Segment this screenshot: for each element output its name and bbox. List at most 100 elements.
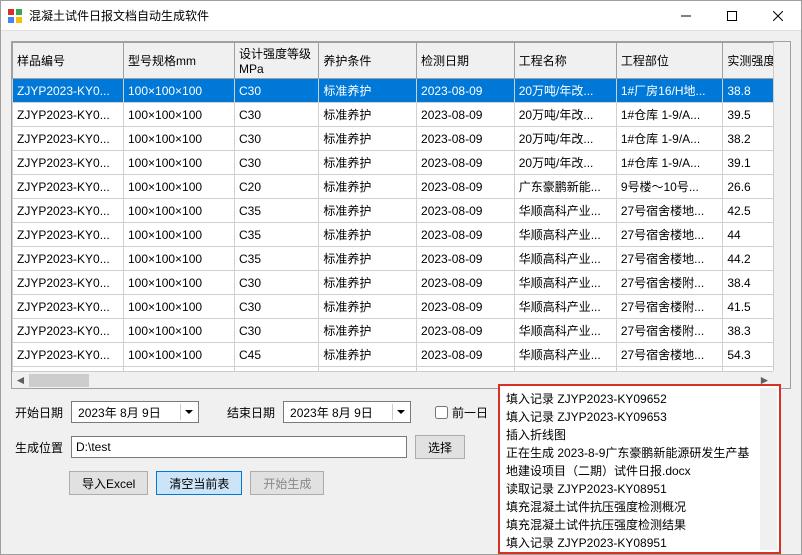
table-cell: 100×100×100 [124,199,235,223]
choose-button[interactable]: 选择 [415,435,465,459]
table-cell: C30 [235,79,319,103]
table-cell: 标准养护 [319,127,417,151]
prev-day-label: 前一日 [452,404,488,421]
import-excel-button[interactable]: 导入Excel [69,471,148,495]
table-cell: 1#仓库 1-9/A... [616,151,723,175]
table-row[interactable]: ZJYP2023-KY0...100×100×100C35标准养护2023-08… [13,199,790,223]
table-cell: 27号宿舍楼地... [616,223,723,247]
log-line: 填入记录 ZJYP2023-KY08951 [506,534,755,552]
table-cell: ZJYP2023-KY0... [13,175,124,199]
table-row[interactable]: ZJYP2023-KY0...100×100×100C30标准养护2023-08… [13,295,790,319]
log-content: 填入记录 ZJYP2023-KY09652填入记录 ZJYP2023-KY096… [506,390,773,554]
column-header[interactable]: 型号规格mm [124,43,235,79]
log-line: 插入折线图 [506,426,755,444]
table-cell: 100×100×100 [124,319,235,343]
gen-location-input[interactable] [71,436,407,458]
table-cell: 100×100×100 [124,223,235,247]
table-cell: 标准养护 [319,151,417,175]
prev-day-checkbox[interactable]: 前一日 [435,404,488,421]
column-header[interactable]: 工程部位 [616,43,723,79]
table-cell: 27号宿舍楼附... [616,295,723,319]
table-cell: 2023-08-09 [417,319,515,343]
vertical-scrollbar[interactable] [773,42,790,371]
table-cell: C30 [235,151,319,175]
table-row[interactable]: ZJYP2023-KY0...100×100×100C30标准养护2023-08… [13,103,790,127]
table-row[interactable]: ZJYP2023-KY0...100×100×100C35标准养护2023-08… [13,223,790,247]
close-button[interactable] [755,1,801,30]
end-date-picker[interactable]: 2023年 8月 9日 [283,401,411,423]
maximize-button[interactable] [709,1,755,30]
content-area: 样品编号型号规格mm设计强度等级MPa养护条件检测日期工程名称工程部位实测强度 … [1,31,801,554]
table-cell: 2023-08-09 [417,271,515,295]
log-line: 读取记录 ZJYP2023-KY08951 [506,480,755,498]
table-cell: 100×100×100 [124,247,235,271]
dropdown-icon[interactable] [180,404,196,420]
log-line: 填充混凝土试件抗压强度检测结果 [506,516,755,534]
table-cell: ZJYP2023-KY0... [13,319,124,343]
table-cell: 华顺高科产业... [514,319,616,343]
table-cell: 标准养护 [319,223,417,247]
end-date-value: 2023年 8月 9日 [290,404,373,421]
column-header[interactable]: 检测日期 [417,43,515,79]
table-row[interactable]: ZJYP2023-KY0...100×100×100C30标准养护2023-08… [13,319,790,343]
table-row[interactable]: ZJYP2023-KY0...100×100×100C20标准养护2023-08… [13,175,790,199]
column-header[interactable]: 养护条件 [319,43,417,79]
table-cell: 100×100×100 [124,343,235,367]
column-header[interactable]: 设计强度等级MPa [235,43,319,79]
table-cell: 华顺高科产业... [514,271,616,295]
table-row[interactable]: ZJYP2023-KY0...100×100×100C45标准养护2023-08… [13,343,790,367]
table-cell: 2023-08-09 [417,223,515,247]
table-cell: 华顺高科产业... [514,199,616,223]
table-row[interactable]: ZJYP2023-KY0...100×100×100C30标准养护2023-08… [13,127,790,151]
table-cell: ZJYP2023-KY0... [13,223,124,247]
app-window: 混凝土试件日报文档自动生成软件 样品编号型号规格mm设计强度等级MPa养护条件检… [0,0,802,555]
table-cell: C30 [235,103,319,127]
table-cell: ZJYP2023-KY0... [13,103,124,127]
column-header[interactable]: 工程名称 [514,43,616,79]
table-cell: 9号楼～10号... [616,175,723,199]
table-cell: 2023-08-09 [417,175,515,199]
scroll-thumb[interactable] [29,374,89,387]
table-cell: C35 [235,223,319,247]
table-row[interactable]: ZJYP2023-KY0...100×100×100C35标准养护2023-08… [13,247,790,271]
start-date-picker[interactable]: 2023年 8月 9日 [71,401,199,423]
dropdown-icon[interactable] [392,404,408,420]
scroll-left-icon[interactable]: ◄ [12,372,29,389]
table-cell: 2023-08-09 [417,343,515,367]
table-cell: 20万吨/年改... [514,127,616,151]
clear-table-button[interactable]: 清空当前表 [156,471,242,495]
start-date-label: 开始日期 [15,404,63,421]
table-cell: 100×100×100 [124,127,235,151]
table-cell: 1#仓库 1-9/A... [616,103,723,127]
table-cell: 2023-08-09 [417,295,515,319]
table-cell: ZJYP2023-KY0... [13,271,124,295]
table-row[interactable]: ZJYP2023-KY0...100×100×100C30标准养护2023-08… [13,151,790,175]
table-cell: C20 [235,175,319,199]
table-cell: ZJYP2023-KY0... [13,79,124,103]
log-panel: 填入记录 ZJYP2023-KY09652填入记录 ZJYP2023-KY096… [498,384,781,554]
table-cell: C35 [235,247,319,271]
table-cell: 100×100×100 [124,79,235,103]
table-cell: 广东豪鹏新能... [514,175,616,199]
data-table: 样品编号型号规格mm设计强度等级MPa养护条件检测日期工程名称工程部位实测强度 … [12,42,790,372]
table-cell: C35 [235,199,319,223]
column-header[interactable]: 样品编号 [13,43,124,79]
start-date-value: 2023年 8月 9日 [78,404,161,421]
table-cell: 27号宿舍楼附... [616,319,723,343]
table-row[interactable]: ZJYP2023-KY0...100×100×100C30标准养护2023-08… [13,79,790,103]
table-cell: 27号宿舍楼地... [616,247,723,271]
table-cell: 华顺高科产业... [514,295,616,319]
table-cell: 1#仓库 1-9/A... [616,127,723,151]
log-scrollbar[interactable] [760,388,777,550]
table-cell: 2023-08-09 [417,247,515,271]
table-cell: 2023-08-09 [417,199,515,223]
table-cell: C30 [235,271,319,295]
table-row[interactable]: ZJYP2023-KY0...100×100×100C30标准养护2023-08… [13,271,790,295]
minimize-button[interactable] [663,1,709,30]
table-cell: 2023-08-09 [417,79,515,103]
start-gen-button[interactable]: 开始生成 [250,471,324,495]
log-line: 正在生成 2023-8-9广东豪鹏新能源研发生产基地建设项目（二期）试件日报.d… [506,444,755,480]
data-grid[interactable]: 样品编号型号规格mm设计强度等级MPa养护条件检测日期工程名称工程部位实测强度 … [11,41,791,389]
table-cell: 标准养护 [319,79,417,103]
prev-day-input[interactable] [435,406,448,419]
